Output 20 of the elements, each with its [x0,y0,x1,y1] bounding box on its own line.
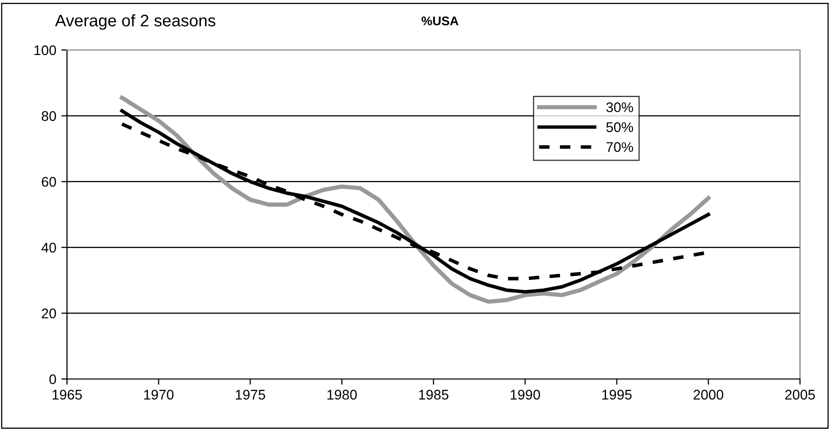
legend-label: 70% [606,142,634,152]
x-tick-label: 1990 [510,390,540,400]
y-tick-label: 20 [42,308,56,318]
x-tick-label: 1995 [602,390,632,400]
y-tick-label: 60 [42,176,56,187]
y-tick-label: 40 [41,242,56,253]
x-tick-label: 1975 [236,390,266,400]
x-tick-label: 1965 [52,390,82,400]
y-tick-label: 80 [42,111,56,121]
chart-title: Average of 2 seasons [55,14,216,30]
y-tick-label: 0 [49,374,56,384]
x-tick-label: 1980 [327,390,357,400]
x-tick-label: 2000 [694,390,724,400]
legend-label: 30% [606,102,634,112]
y-tick-label: 100 [34,45,56,56]
x-tick-label: 2005 [785,390,815,400]
x-tick-label: 1985 [419,390,448,400]
chart-subtitle: %USA [422,16,458,26]
x-tick-label: 1970 [144,390,174,400]
legend-label: 50% [606,122,634,132]
